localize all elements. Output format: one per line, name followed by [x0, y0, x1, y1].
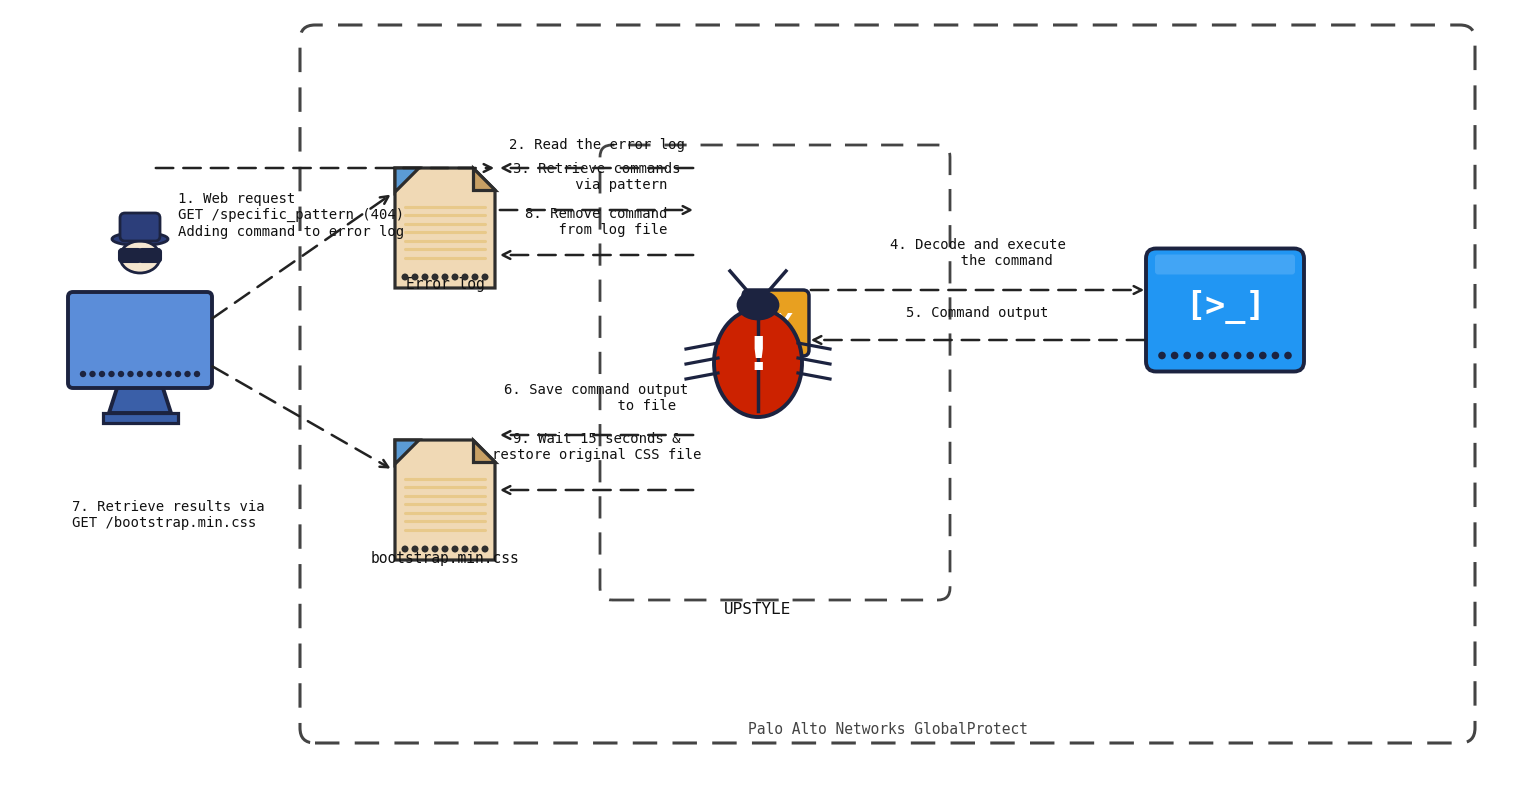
- Circle shape: [401, 545, 409, 553]
- FancyBboxPatch shape: [68, 292, 212, 388]
- Circle shape: [165, 371, 171, 377]
- Text: bootstrap.min.css: bootstrap.min.css: [371, 550, 520, 565]
- Circle shape: [98, 371, 105, 377]
- FancyBboxPatch shape: [742, 290, 809, 356]
- Polygon shape: [109, 385, 171, 413]
- Polygon shape: [395, 440, 420, 464]
- Circle shape: [462, 545, 468, 553]
- Polygon shape: [395, 168, 420, 192]
- Circle shape: [432, 545, 438, 553]
- Circle shape: [412, 545, 418, 553]
- Text: 3. Retrieve commands
      via pattern: 3. Retrieve commands via pattern: [512, 162, 680, 192]
- Circle shape: [451, 274, 459, 281]
- Circle shape: [1259, 351, 1267, 359]
- Ellipse shape: [112, 233, 168, 245]
- Circle shape: [462, 274, 468, 281]
- FancyBboxPatch shape: [139, 249, 161, 262]
- Ellipse shape: [714, 309, 801, 417]
- Circle shape: [451, 545, 459, 553]
- Text: 5. Command output: 5. Command output: [906, 306, 1048, 320]
- Ellipse shape: [738, 291, 779, 319]
- Circle shape: [1285, 351, 1292, 359]
- Polygon shape: [395, 168, 495, 288]
- Circle shape: [185, 371, 191, 377]
- Circle shape: [174, 371, 182, 377]
- Circle shape: [471, 545, 479, 553]
- Text: 2. Read the error log: 2. Read the error log: [509, 138, 685, 152]
- Circle shape: [108, 371, 115, 377]
- FancyBboxPatch shape: [120, 249, 141, 262]
- Text: !: !: [747, 336, 768, 380]
- Circle shape: [482, 274, 488, 281]
- Polygon shape: [473, 440, 495, 462]
- Circle shape: [1195, 351, 1203, 359]
- Text: Palo Alto Networks GlobalProtect: Palo Alto Networks GlobalProtect: [747, 722, 1027, 736]
- Circle shape: [1247, 351, 1254, 359]
- Circle shape: [432, 274, 438, 281]
- Polygon shape: [395, 440, 495, 560]
- Text: UPSTYLE: UPSTYLE: [724, 603, 792, 618]
- Text: 6. Save command output
            to file: 6. Save command output to file: [504, 383, 689, 413]
- Ellipse shape: [120, 241, 161, 273]
- Text: 7. Retrieve results via
GET /bootstrap.min.css: 7. Retrieve results via GET /bootstrap.m…: [73, 500, 265, 531]
- Circle shape: [441, 545, 448, 553]
- Circle shape: [147, 371, 153, 377]
- Circle shape: [1171, 351, 1179, 359]
- Circle shape: [1271, 351, 1279, 359]
- Circle shape: [421, 545, 429, 553]
- Circle shape: [80, 371, 86, 377]
- Text: 8. Remove command
    from log file: 8. Remove command from log file: [526, 207, 668, 237]
- Circle shape: [482, 545, 488, 553]
- FancyBboxPatch shape: [103, 413, 177, 423]
- Text: 1. Web request
GET /specific_pattern (404)
Adding command to error log: 1. Web request GET /specific_pattern (40…: [177, 192, 405, 238]
- Text: [>_]: [>_]: [1185, 290, 1265, 324]
- Circle shape: [1157, 351, 1167, 359]
- Text: PY: PY: [761, 313, 792, 333]
- Circle shape: [127, 371, 133, 377]
- FancyBboxPatch shape: [1154, 255, 1295, 274]
- Circle shape: [401, 274, 409, 281]
- Polygon shape: [473, 168, 495, 190]
- FancyBboxPatch shape: [1145, 248, 1304, 372]
- Text: Error log: Error log: [406, 277, 485, 292]
- Circle shape: [1233, 351, 1241, 359]
- Circle shape: [118, 371, 124, 377]
- Circle shape: [441, 274, 448, 281]
- Text: 9. Wait 15 seconds &
restore original CSS file: 9. Wait 15 seconds & restore original CS…: [492, 432, 701, 462]
- Circle shape: [194, 371, 200, 377]
- Circle shape: [421, 274, 429, 281]
- Circle shape: [471, 274, 479, 281]
- Circle shape: [156, 371, 162, 377]
- Circle shape: [1221, 351, 1229, 359]
- Circle shape: [1209, 351, 1217, 359]
- Circle shape: [1183, 351, 1191, 359]
- Circle shape: [412, 274, 418, 281]
- Circle shape: [136, 371, 144, 377]
- FancyBboxPatch shape: [120, 213, 161, 241]
- Circle shape: [89, 371, 95, 377]
- Text: 4. Decode and execute
       the command: 4. Decode and execute the command: [889, 238, 1065, 268]
